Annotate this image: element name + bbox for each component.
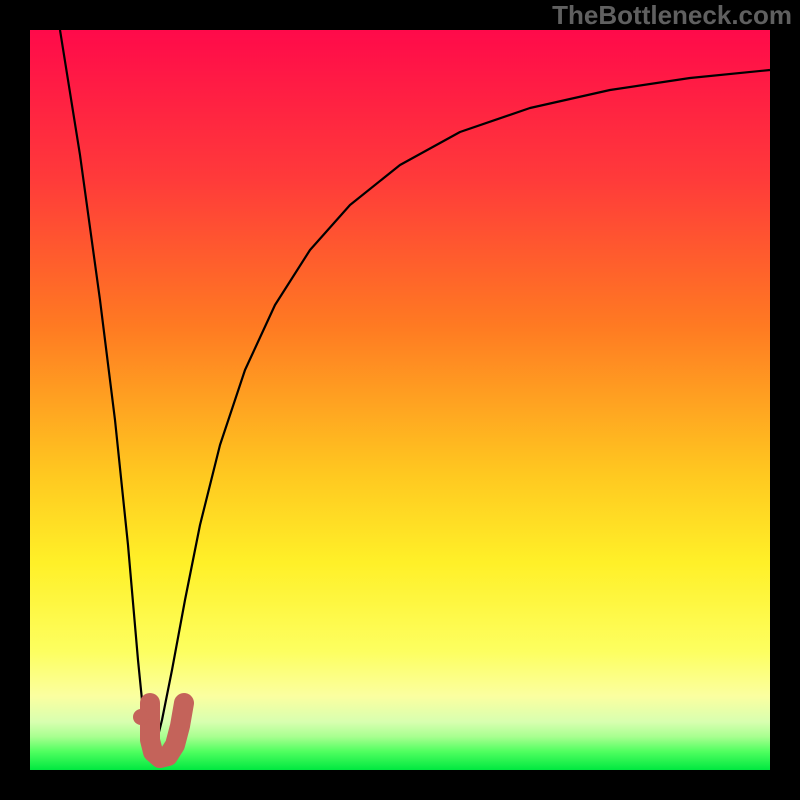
marker-dot bbox=[133, 709, 149, 725]
plot-area bbox=[30, 30, 770, 770]
watermark-text: TheBottleneck.com bbox=[552, 0, 792, 31]
bottleneck-chart bbox=[0, 0, 800, 800]
